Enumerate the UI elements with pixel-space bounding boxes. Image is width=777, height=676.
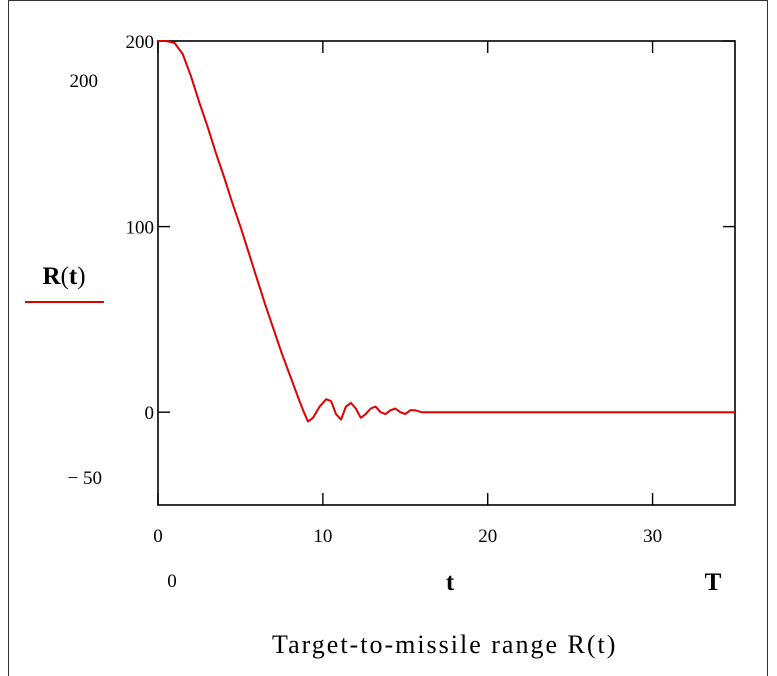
plot-area [157,40,736,506]
tick-labels: 0 10 20 30 0 100 200 [126,32,663,547]
axis-ticks [157,40,735,505]
series-line-r-of-t [158,40,735,423]
x-lower-limit-label: 0 [167,571,177,592]
x-upper-limit-label: T [705,569,722,596]
x-variable-label: t [446,569,455,596]
series-layer [158,40,735,423]
y-upper-limit-label: 200 [70,71,99,92]
x-tick-label: 30 [643,526,662,547]
y-tick-label: 200 [126,32,155,53]
y-tick-label: 0 [145,403,155,424]
chart-caption: Target-to-missile range R(t) [272,630,618,659]
y-lower-limit-label: − 50 [68,468,102,489]
x-tick-label: 20 [478,526,497,547]
x-tick-label: 10 [313,526,332,547]
plot-frame [8,0,768,676]
x-tick-label: 0 [153,526,163,547]
y-axis-label: R(t) [42,263,85,290]
y-tick-label: 100 [126,218,155,239]
